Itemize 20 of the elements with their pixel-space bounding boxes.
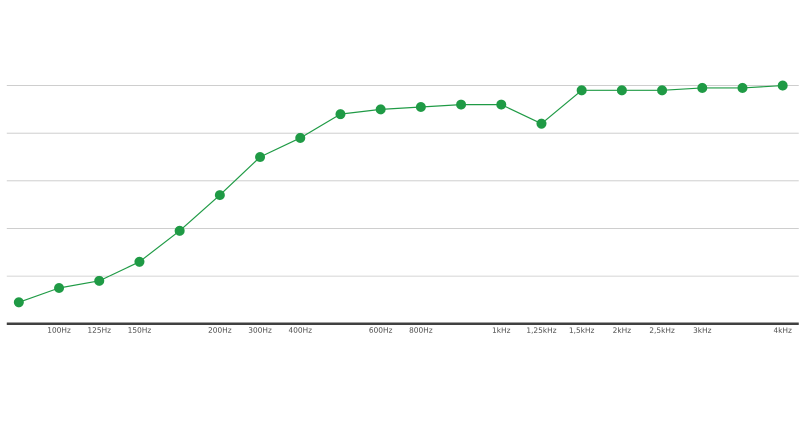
point [697,83,708,94]
point [778,80,788,91]
point [496,100,506,110]
point [214,190,225,200]
point [94,276,104,286]
point [416,102,426,112]
point [657,85,668,96]
point [536,118,547,129]
point [54,283,64,294]
point [456,100,466,110]
point [295,133,306,144]
point [14,297,24,308]
point [616,85,627,96]
point [335,109,346,120]
point [576,85,587,96]
point [376,104,386,115]
point [255,152,266,162]
point [737,83,748,94]
point [134,256,144,268]
point [174,226,185,236]
